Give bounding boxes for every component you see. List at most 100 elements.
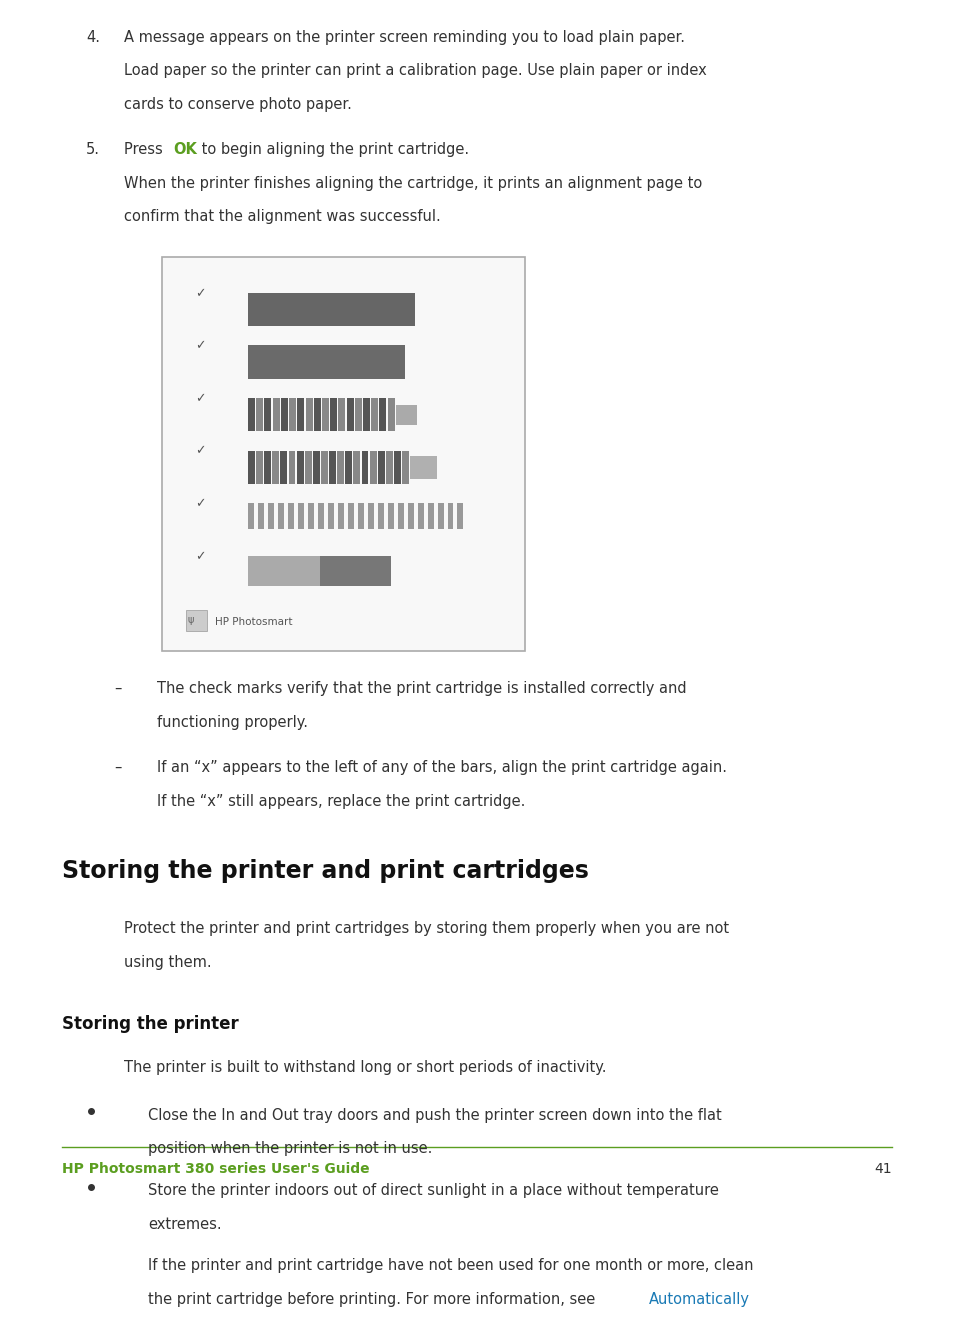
Bar	[427, 503, 433, 530]
Text: ✓: ✓	[195, 287, 206, 300]
Text: –: –	[114, 682, 122, 696]
Text: Press: Press	[124, 143, 167, 157]
Bar	[256, 398, 263, 432]
Text: functioning properly.: functioning properly.	[157, 715, 308, 729]
Bar	[264, 450, 271, 483]
Bar	[297, 503, 304, 530]
Bar	[379, 398, 386, 432]
Text: Protect the printer and print cartridges by storing them properly when you are n: Protect the printer and print cartridges…	[124, 922, 728, 937]
Bar	[296, 450, 303, 483]
Bar	[385, 450, 393, 483]
Bar	[248, 293, 415, 326]
Text: ✓: ✓	[195, 392, 206, 406]
Bar	[377, 450, 384, 483]
Bar	[289, 398, 295, 432]
Bar	[401, 450, 409, 483]
Bar	[377, 503, 383, 530]
Bar	[387, 503, 394, 530]
Bar	[268, 503, 274, 530]
Bar	[248, 450, 254, 483]
Bar	[273, 398, 279, 432]
Bar	[397, 503, 403, 530]
Text: the print cartridge before printing. For more information, see: the print cartridge before printing. For…	[148, 1292, 599, 1306]
Bar	[361, 450, 368, 483]
Text: using them.: using them.	[124, 955, 212, 970]
Bar	[320, 450, 328, 483]
Text: Storing the printer and print cartridges: Storing the printer and print cartridges	[62, 859, 588, 884]
Bar	[280, 398, 288, 432]
Text: 41: 41	[874, 1161, 891, 1176]
Bar	[346, 398, 354, 432]
Text: ψ: ψ	[188, 616, 194, 625]
Bar	[288, 450, 295, 483]
Text: The printer is built to withstand long or short periods of inactivity.: The printer is built to withstand long o…	[124, 1059, 606, 1075]
Text: ✓: ✓	[195, 445, 206, 457]
Bar	[369, 450, 376, 483]
Bar	[410, 456, 436, 480]
Text: ✓: ✓	[195, 339, 206, 353]
Bar	[329, 450, 335, 483]
Bar	[186, 609, 207, 631]
Bar	[367, 503, 374, 530]
Bar	[248, 345, 405, 379]
FancyBboxPatch shape	[162, 258, 524, 651]
Bar	[321, 398, 329, 432]
Bar	[395, 406, 416, 425]
Bar	[407, 503, 414, 530]
Bar	[337, 450, 344, 483]
Text: Storing the printer: Storing the printer	[62, 1015, 238, 1033]
Text: HP Photosmart 380 series User's Guide: HP Photosmart 380 series User's Guide	[62, 1161, 369, 1176]
Bar	[297, 398, 304, 432]
Bar	[255, 450, 263, 483]
Bar	[353, 450, 360, 483]
Bar	[417, 503, 423, 530]
Bar	[371, 398, 377, 432]
Text: –: –	[114, 760, 122, 775]
Bar	[437, 503, 443, 530]
Text: ✓: ✓	[195, 497, 206, 510]
Text: The check marks verify that the print cartridge is installed correctly and: The check marks verify that the print ca…	[157, 682, 686, 696]
Bar	[319, 556, 391, 585]
Text: 4.: 4.	[86, 30, 100, 45]
Text: Store the printer indoors out of direct sunlight in a place without temperature: Store the printer indoors out of direct …	[148, 1184, 718, 1198]
Bar	[457, 503, 463, 530]
Bar	[264, 398, 272, 432]
Text: Load paper so the printer can print a calibration page. Use plain paper or index: Load paper so the printer can print a ca…	[124, 63, 706, 78]
Text: ✓: ✓	[195, 550, 206, 563]
Bar	[447, 503, 453, 530]
Text: A message appears on the printer screen reminding you to load plain paper.: A message appears on the printer screen …	[124, 30, 684, 45]
Text: Close the In and Out tray doors and push the printer screen down into the flat: Close the In and Out tray doors and push…	[148, 1108, 720, 1123]
Bar	[317, 503, 323, 530]
Text: cards to conserve photo paper.: cards to conserve photo paper.	[124, 96, 352, 112]
Bar	[330, 398, 336, 432]
Bar	[308, 503, 314, 530]
Bar	[280, 450, 287, 483]
Bar	[387, 398, 395, 432]
Bar	[348, 503, 354, 530]
Text: extremes.: extremes.	[148, 1217, 221, 1231]
Bar	[313, 450, 319, 483]
Bar	[345, 450, 352, 483]
Bar	[288, 503, 294, 530]
Bar	[338, 398, 345, 432]
Bar	[357, 503, 363, 530]
Bar	[305, 450, 312, 483]
Text: OK: OK	[173, 143, 197, 157]
Text: Automatically: Automatically	[648, 1292, 749, 1306]
Text: If the “x” still appears, replace the print cartridge.: If the “x” still appears, replace the pr…	[157, 794, 525, 808]
Bar	[273, 450, 279, 483]
Bar	[337, 503, 343, 530]
Bar	[314, 398, 320, 432]
Text: If the printer and print cartridge have not been used for one month or more, cle: If the printer and print cartridge have …	[148, 1259, 753, 1273]
Text: HP Photosmart: HP Photosmart	[214, 617, 292, 626]
Text: 5.: 5.	[86, 143, 100, 157]
Text: position when the printer is not in use.: position when the printer is not in use.	[148, 1141, 432, 1156]
Bar	[363, 398, 370, 432]
Text: When the printer finishes aligning the cartridge, it prints an alignment page to: When the printer finishes aligning the c…	[124, 176, 701, 190]
Bar	[248, 503, 253, 530]
Text: confirm that the alignment was successful.: confirm that the alignment was successfu…	[124, 209, 440, 225]
Bar	[394, 450, 400, 483]
Bar	[355, 398, 361, 432]
Text: to begin aligning the print cartridge.: to begin aligning the print cartridge.	[196, 143, 468, 157]
Bar	[248, 398, 254, 432]
